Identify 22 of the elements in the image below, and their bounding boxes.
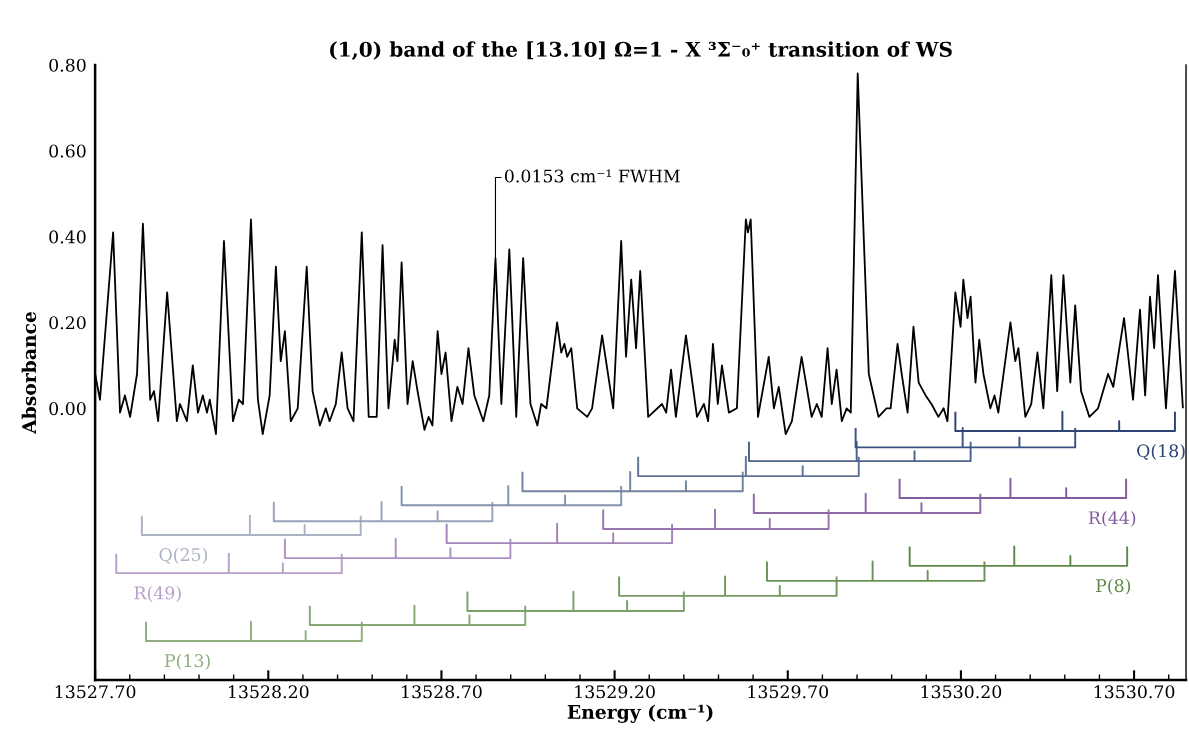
series-label: R(44) bbox=[1088, 510, 1136, 527]
y-tick-label: 0.40 bbox=[49, 230, 86, 244]
x-axis-title: Energy (cm⁻¹) bbox=[567, 704, 713, 723]
x-tick-label: 13530.20 bbox=[921, 685, 1002, 699]
y-tick-label: 0.00 bbox=[49, 402, 86, 416]
x-tick-label: 13529.20 bbox=[575, 685, 655, 699]
x-tick-label: 13528.70 bbox=[402, 685, 482, 699]
y-tick-label: 0.80 bbox=[49, 58, 86, 72]
x-tick-label: 13530.70 bbox=[1094, 685, 1175, 699]
series-label: Q(18) bbox=[1137, 443, 1185, 460]
chart-title: (1,0) band of the [13.10] Ω=1 - X ³Σ⁻₀⁺ transition of WS bbox=[330, 41, 952, 60]
series-label: R(49) bbox=[134, 585, 181, 602]
y-tick-label: 0.20 bbox=[49, 316, 86, 330]
y-axis-title: Absorbance bbox=[21, 311, 37, 435]
series-label: P(13) bbox=[164, 653, 210, 670]
x-tick-label: 13528.20 bbox=[228, 685, 309, 699]
series-label: Q(25) bbox=[159, 547, 207, 564]
annotation: 0.0153 cm⁻¹ FWHM bbox=[504, 169, 680, 183]
y-tick-label: 0.60 bbox=[49, 144, 86, 158]
x-tick-label: 13529.70 bbox=[748, 685, 829, 699]
series-label: P(8) bbox=[1096, 578, 1131, 595]
x-tick-label: 13527.70 bbox=[55, 685, 136, 699]
